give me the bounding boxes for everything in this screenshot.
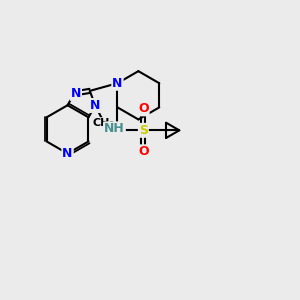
Text: N: N [90, 99, 101, 112]
Text: N: N [71, 87, 81, 100]
Text: N: N [62, 147, 73, 160]
Text: N: N [112, 77, 123, 90]
Text: O: O [138, 145, 149, 158]
Text: S: S [139, 124, 148, 137]
Text: NH: NH [104, 122, 125, 135]
Text: O: O [138, 102, 149, 115]
Text: CH₃: CH₃ [92, 118, 115, 128]
